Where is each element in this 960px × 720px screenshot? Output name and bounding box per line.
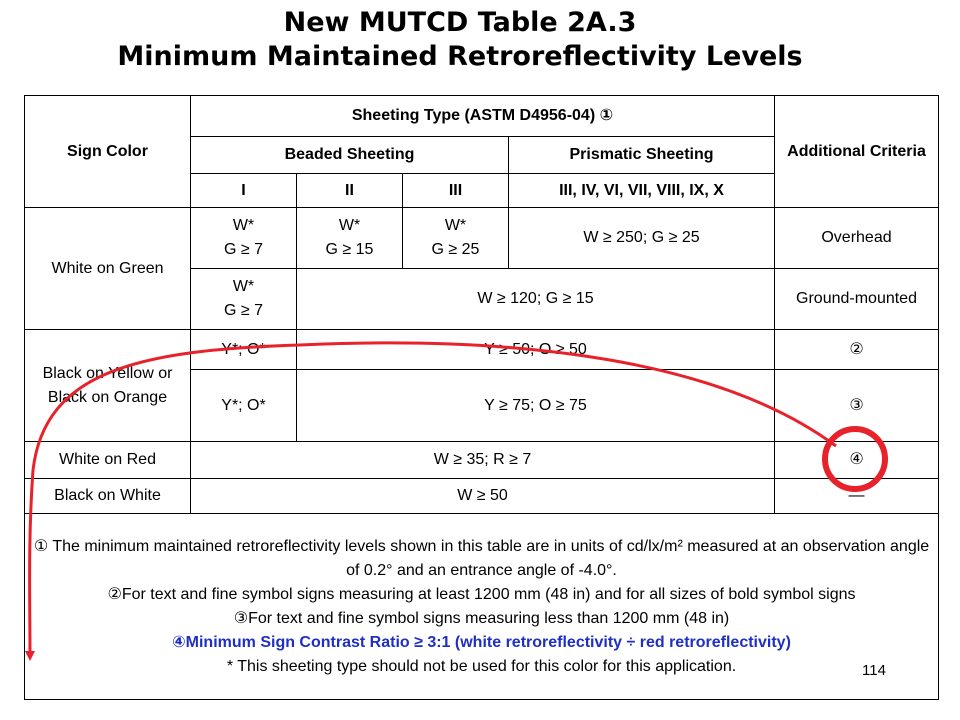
cell-by-r1-value: Y ≥ 50; O ≥ 50 — [296, 329, 775, 370]
cell-bw-criteria: — — [774, 478, 939, 514]
table-row: White on Green W* G ≥ 7 W* G ≥ 15 W* G ≥ 25… — [24, 207, 939, 330]
table-row: W* G ≥ 7 W ≥ 120; G ≥ 15 Ground-mounted — [25, 268, 939, 330]
cell-wg-r2-criteria: Ground-mounted — [774, 268, 939, 330]
sign-color-black-on-white: Black on White — [24, 478, 191, 514]
slide-title: New MUTCD Table 2A.3 Minimum Maintained … — [0, 6, 920, 74]
cell-by-r2-type-i: Y*; O* — [190, 369, 297, 442]
cell-wg-r1-criteria: Overhead — [774, 207, 939, 269]
note-5: * This sheeting type should not be used … — [226, 657, 737, 675]
slide-title-line-1: New MUTCD Table 2A.3 — [283, 7, 637, 38]
cell-by-r1-type-i: Y*; O* — [190, 329, 297, 370]
table-row: White on Red W ≥ 35; R ≥ 7 ④ — [24, 441, 939, 479]
retroreflectivity-table: Sign Color Sheeting Type (ASTM D4956-04)… — [24, 95, 939, 700]
cell-wg-r2-type-i: W* G ≥ 7 — [190, 268, 297, 330]
cell-wg-r2-value: W ≥ 120; G ≥ 15 — [296, 268, 775, 330]
cell-wr-value: W ≥ 35; R ≥ 7 — [190, 441, 775, 479]
cell-wg-r1-type-ii: W* G ≥ 15 — [296, 207, 403, 269]
cell-bw-value: W ≥ 50 — [190, 478, 775, 514]
cell-by-r1-criteria: ② — [774, 329, 939, 370]
header-beaded-sheeting: Beaded Sheeting — [190, 136, 509, 174]
sign-color-white-on-green: White on Green — [24, 207, 191, 330]
cell-by-r2-value: Y ≥ 75; O ≥ 75 — [296, 369, 775, 442]
cell-by-r2-criteria: ③ — [774, 369, 939, 442]
table-row: Black on White W ≥ 50 — — [24, 478, 939, 514]
cell-wr-criteria: ④ — [774, 441, 939, 479]
header-sheeting-type: Sheeting Type (ASTM D4956-04) ① — [190, 95, 775, 137]
header-type-iii: III — [402, 173, 509, 208]
table-notes: ① The minimum maintained retroreflectivi… — [24, 513, 939, 700]
note-2: ②For text and fine symbol signs measurin… — [107, 585, 856, 603]
sign-color-white-on-red: White on Red — [24, 441, 191, 479]
header-type-prismatic: III, IV, VI, VII, VIII, IX, X — [508, 173, 775, 208]
header-prismatic-sheeting: Prismatic Sheeting — [508, 136, 775, 174]
note-4-highlighted: ④Minimum Sign Contrast Ratio ≥ 3:1 (whit… — [172, 633, 791, 651]
header-type-ii: II — [296, 173, 403, 208]
table-row: Black on Yellow or Black on Orange Y*; O… — [24, 329, 939, 442]
page-number: 114 — [862, 662, 886, 679]
cell-wg-r1-type-iii: W* G ≥ 25 — [402, 207, 509, 269]
note-3: ③For text and fine symbol signs measurin… — [233, 609, 730, 627]
sign-color-black-on-yellow: Black on Yellow or Black on Orange — [24, 329, 191, 442]
cell-wg-r1-type-i: W* G ≥ 7 — [190, 207, 297, 269]
slide-title-line-2: Minimum Maintained Retroreflectivity Lev… — [117, 41, 803, 72]
header-sign-color: Sign Color — [24, 95, 191, 208]
note-1: ① The minimum maintained retroreflectivi… — [33, 537, 930, 579]
header-additional-criteria: Additional Criteria — [774, 95, 939, 208]
header-type-i: I — [190, 173, 297, 208]
cell-wg-r1-prismatic: W ≥ 250; G ≥ 25 — [508, 207, 775, 269]
